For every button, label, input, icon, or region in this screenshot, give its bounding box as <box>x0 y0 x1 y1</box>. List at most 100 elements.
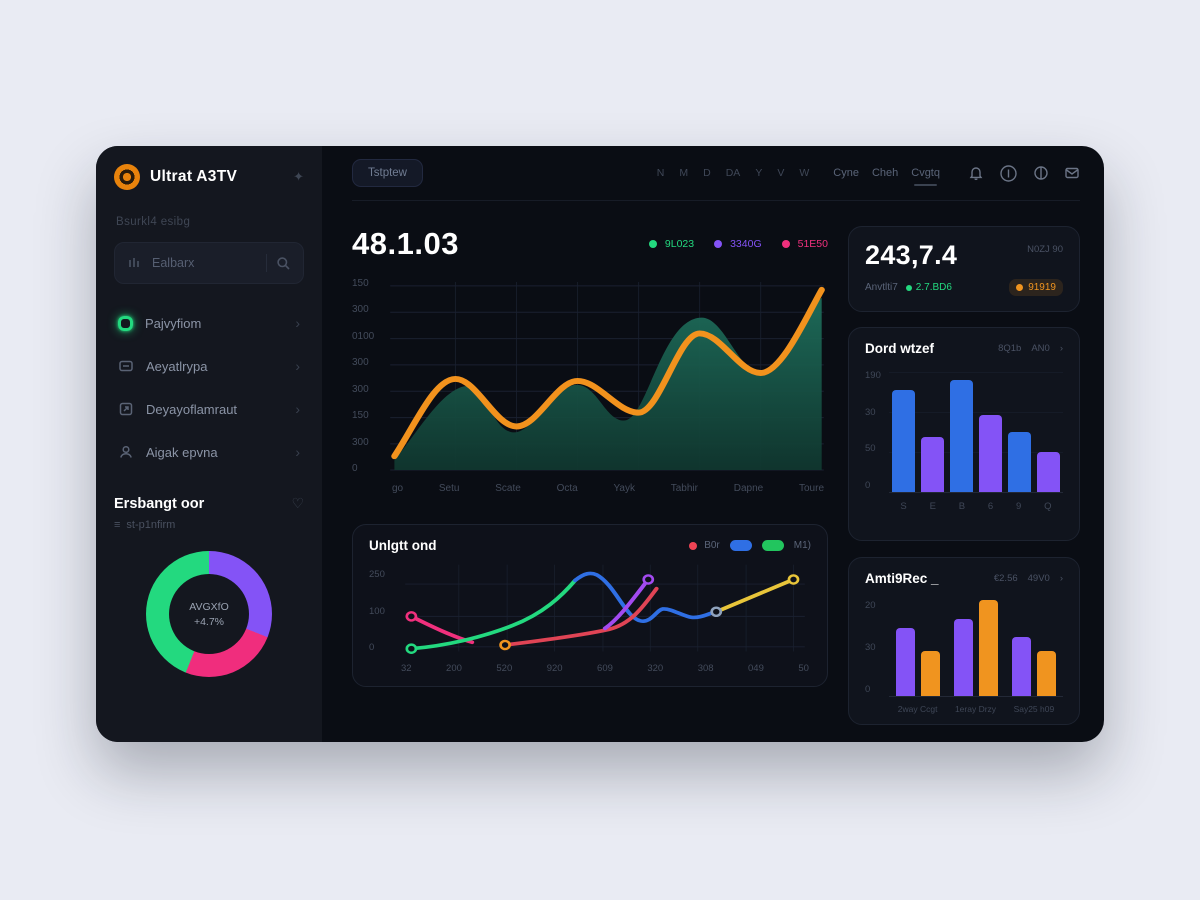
y-tick: 300 <box>352 436 369 448</box>
x-tick: 32 <box>401 663 412 674</box>
chevron-right-icon: › <box>295 358 300 374</box>
card-control[interactable]: €2.56 <box>993 573 1018 584</box>
bars-plot <box>889 370 1063 493</box>
x-tick: go <box>392 483 404 494</box>
x-tick: Dapne <box>733 483 764 494</box>
y-tick: 30 <box>865 642 876 653</box>
y-tick: 0 <box>352 462 358 474</box>
logo-row: Ultrat A3TV ✦ <box>114 164 304 190</box>
contrast-icon[interactable] <box>1033 165 1049 181</box>
bar <box>921 437 944 492</box>
sidebar-item-label: Aigak epvna <box>146 444 218 460</box>
legend-item[interactable]: 3340G <box>714 238 762 250</box>
x-tick: 50 <box>798 663 809 674</box>
x-tick: Say25 h09 <box>1013 704 1055 714</box>
nav-link[interactable]: Cvgtq <box>911 167 940 186</box>
x-tick: B <box>958 501 966 512</box>
y-tick: 0100 <box>352 330 375 342</box>
heart-icon[interactable]: ♡ <box>291 495 304 511</box>
y-tick: 0 <box>865 684 871 695</box>
bar <box>921 650 940 696</box>
bar-group <box>1012 600 1056 696</box>
mail-icon[interactable] <box>1064 165 1080 181</box>
y-tick: 50 <box>865 443 876 455</box>
x-tick: Yayk <box>613 483 635 494</box>
stat-card: 243,7.4 N0ZJ 90 Anvtlti7 2.7.BD6 91919 <box>848 226 1080 312</box>
x-tick: Setu <box>438 483 460 494</box>
range-item[interactable]: W <box>799 167 810 179</box>
range-item[interactable]: D <box>703 167 711 179</box>
range-item[interactable]: N <box>656 167 665 179</box>
bar <box>954 619 973 696</box>
range-item[interactable]: M <box>679 167 689 179</box>
yellow-marker <box>787 574 800 585</box>
bar <box>950 379 973 492</box>
bar-group <box>896 600 940 696</box>
nav-link[interactable]: Cheh <box>871 167 899 179</box>
chevron-right-icon: › <box>295 401 300 417</box>
y-tick: 150 <box>352 410 369 422</box>
avatar-icon[interactable] <box>999 164 1018 183</box>
card-icon <box>119 360 133 372</box>
sidebar-collapse-icon[interactable]: ✦ <box>293 169 304 184</box>
nav-pill-button[interactable]: Tstptew <box>352 159 423 187</box>
x-tick: 320 <box>647 663 664 674</box>
sidebar-item-3[interactable]: Aigak epvna › <box>114 435 304 469</box>
sidebar-item-label: Pajvyfiom <box>145 315 202 331</box>
y-tick: 0 <box>369 642 375 653</box>
range-item[interactable]: V <box>777 167 785 179</box>
donut-chart: AVGXfO +4.7% <box>146 551 272 677</box>
sidebar-menu: Pajvyfiom › Aeyatlrypa › Deyayoflamraut … <box>114 306 304 469</box>
lines-x-axis: 32 200 520 920 609 320 308 049 50 <box>369 657 811 674</box>
x-tick: 9 <box>1016 501 1022 512</box>
chevron-right-icon[interactable]: › <box>1059 573 1063 584</box>
bar <box>979 415 1002 492</box>
sidebar-bottom-panel: Ersbangt oor ♡ ≡ st-p1nfirm AVGXfO +4.7% <box>114 495 304 677</box>
orange-dot-icon <box>1016 284 1024 291</box>
sidebar-item-1[interactable]: Aeyatlrypa › <box>114 349 304 383</box>
bars-card-controls: 8Q1b AN0 <box>998 343 1050 354</box>
x-tick: 520 <box>496 663 513 674</box>
sidebar-search[interactable] <box>114 242 304 284</box>
bell-icon[interactable] <box>968 165 984 181</box>
pink-series <box>409 614 475 645</box>
y-tick: 0 <box>865 479 871 491</box>
y-tick: 20 <box>865 600 876 611</box>
legend-pill-blue[interactable] <box>729 540 752 551</box>
legend-pill-green[interactable] <box>761 540 784 551</box>
x-tick: Toure <box>798 483 824 494</box>
nav-link[interactable]: Cyne <box>833 167 859 179</box>
grouped-card-controls: €2.56 49V0 <box>994 573 1050 584</box>
search-input[interactable] <box>150 255 257 271</box>
app-logo-icon <box>114 164 140 190</box>
card-control[interactable]: AN0 <box>1031 343 1050 354</box>
legend-item[interactable]: 51E50 <box>781 238 828 250</box>
stat-delta: 2.7.BD6 <box>905 282 952 293</box>
grouped-x-axis: 2way Ccgt 1eray Drzy Say25 h09 <box>865 704 1063 714</box>
sidebar-item-2[interactable]: Deyayoflamraut › <box>114 392 304 426</box>
main-area: Tstptew N M D DA Y V W Cyne Cheh Cvgtq <box>322 146 1104 742</box>
card-control[interactable]: 49V0 <box>1027 573 1050 584</box>
x-tick: 308 <box>697 663 714 674</box>
range-selector: N M D DA Y V W <box>657 167 809 179</box>
lines-card-title: Unlgtt ond <box>369 538 437 553</box>
search-icon[interactable] <box>276 256 291 271</box>
legend-item[interactable]: 9L023 <box>648 238 694 250</box>
bar <box>896 627 915 696</box>
external-link-icon <box>119 402 133 416</box>
card-control[interactable]: 8Q1b <box>998 343 1022 354</box>
legend-label: B0r <box>704 540 720 551</box>
chevron-right-icon: › <box>295 315 300 331</box>
legend-dot-icon <box>781 240 790 248</box>
red-series <box>503 586 659 647</box>
menu-glyph-icon: ≡ <box>114 519 121 531</box>
lines-y-axis: 250 100 0 <box>369 561 399 657</box>
stat-badge[interactable]: 91919 <box>1009 279 1063 296</box>
stat-note: N0ZJ 90 <box>1027 244 1063 255</box>
range-item[interactable]: Y <box>755 167 763 179</box>
chevron-right-icon[interactable]: › <box>1059 343 1063 354</box>
x-tick: Tabhir <box>670 483 698 494</box>
sidebar-item-0[interactable]: Pajvyfiom › <box>114 306 304 340</box>
legend-item-dot[interactable]: B0r <box>689 540 720 551</box>
range-item[interactable]: DA <box>725 167 741 179</box>
